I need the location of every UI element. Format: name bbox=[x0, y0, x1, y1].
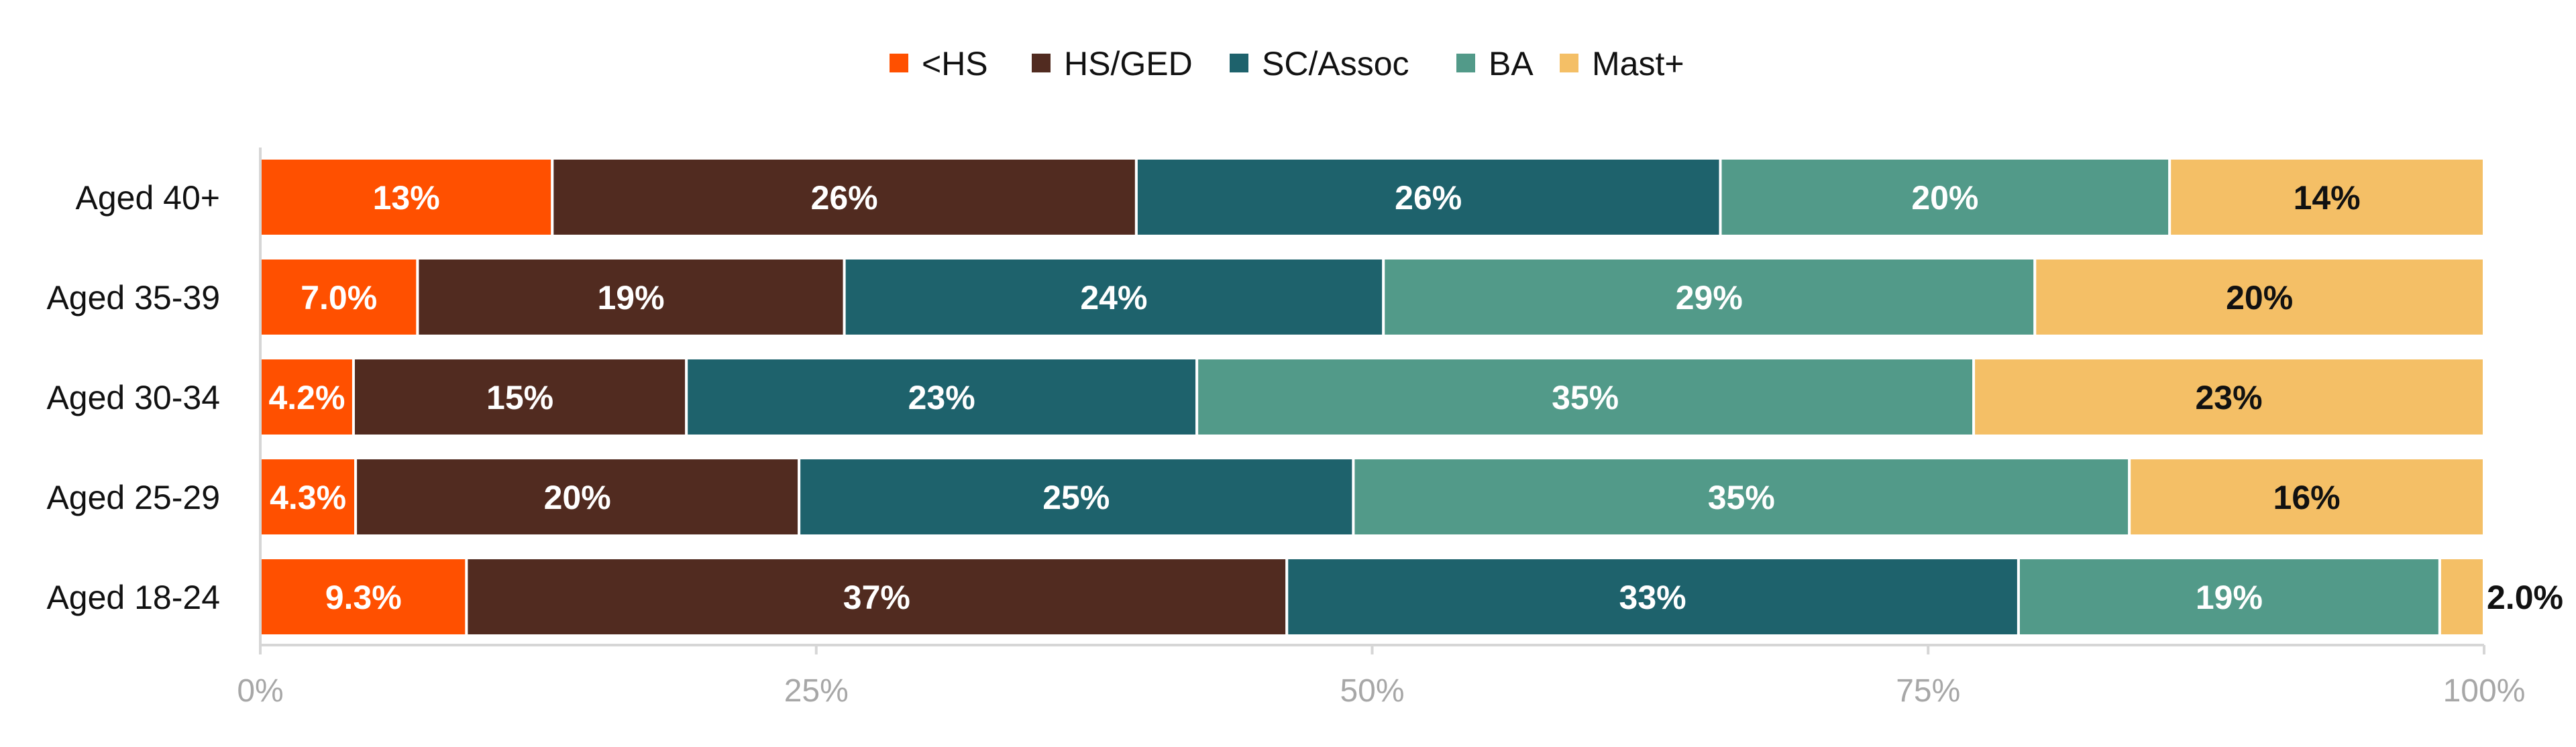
legend-swatch bbox=[1032, 54, 1051, 72]
bars bbox=[259, 157, 2486, 637]
data-label: 19% bbox=[597, 279, 664, 317]
bar-segment bbox=[843, 257, 1385, 337]
bar-segment bbox=[2128, 457, 2486, 537]
data-label: 20% bbox=[2226, 279, 2293, 317]
data-label: 20% bbox=[544, 479, 611, 516]
category-label: Aged 30-34 bbox=[46, 379, 220, 416]
data-labels: 13% 26% 26% 20% 14% 7.0% 19% 24% 29% 20% 4.2% 15% 23… bbox=[268, 179, 2563, 616]
legend-swatch bbox=[890, 54, 908, 72]
bar-segment bbox=[259, 557, 468, 637]
data-label: 23% bbox=[908, 379, 975, 416]
legend-label: HS/GED bbox=[1064, 45, 1193, 82]
data-label: 13% bbox=[373, 179, 440, 217]
x-tick-label: 25% bbox=[784, 673, 849, 709]
bar-segment bbox=[416, 257, 846, 337]
legend-label: Mast+ bbox=[1592, 45, 1684, 82]
bar-segment bbox=[551, 157, 1138, 237]
x-tick-label: 50% bbox=[1340, 673, 1404, 709]
bar-segment bbox=[2033, 257, 2485, 337]
legend-swatch bbox=[1230, 54, 1248, 72]
data-label: 26% bbox=[1395, 179, 1462, 217]
data-label: 4.3% bbox=[270, 479, 346, 516]
data-label: 19% bbox=[2196, 579, 2263, 616]
legend-item: BA bbox=[1456, 45, 1534, 82]
category-label: Aged 40+ bbox=[76, 179, 220, 217]
x-tick-label: 100% bbox=[2443, 673, 2526, 709]
bar-segment bbox=[1285, 557, 2020, 637]
legend-item: SC/Assoc bbox=[1230, 45, 1409, 82]
legend-item: HS/GED bbox=[1032, 45, 1193, 82]
bar-segment bbox=[685, 357, 1199, 437]
legend-swatch bbox=[1456, 54, 1475, 72]
data-label: 4.2% bbox=[268, 379, 345, 416]
legend-item: <HS bbox=[890, 45, 988, 82]
bar-segment bbox=[2168, 157, 2486, 237]
data-label: 2.0% bbox=[2487, 579, 2563, 616]
x-tick-label: 0% bbox=[237, 673, 283, 709]
data-label: 9.3% bbox=[325, 579, 402, 616]
legend-swatch bbox=[1560, 54, 1578, 72]
data-label: 26% bbox=[811, 179, 878, 217]
category-labels: Aged 40+ Aged 35-39 Aged 30-34 Aged 25-29 Ag… bbox=[46, 179, 220, 616]
bar-segment bbox=[2438, 557, 2485, 637]
x-axis: 0% 25% 50% 75% 100% bbox=[237, 148, 2525, 709]
data-label: 35% bbox=[1708, 479, 1775, 516]
data-label: 24% bbox=[1080, 279, 1147, 317]
bar-segment bbox=[1972, 357, 2485, 437]
data-label: 15% bbox=[486, 379, 553, 416]
category-label: Aged 25-29 bbox=[46, 479, 220, 516]
data-label: 16% bbox=[2273, 479, 2341, 516]
bar-segment bbox=[259, 157, 554, 237]
data-label: 33% bbox=[1619, 579, 1686, 616]
data-label: 35% bbox=[1552, 379, 1619, 416]
data-label: 14% bbox=[2294, 179, 2361, 217]
bar-segment bbox=[1134, 157, 1722, 237]
data-label: 25% bbox=[1042, 479, 1110, 516]
legend-item: Mast+ bbox=[1560, 45, 1684, 82]
data-label: 29% bbox=[1676, 279, 1743, 317]
category-label: Aged 18-24 bbox=[46, 579, 220, 616]
legend-label: SC/Assoc bbox=[1262, 45, 1409, 82]
category-label: Aged 35-39 bbox=[46, 279, 220, 317]
legend-label: BA bbox=[1489, 45, 1534, 82]
bar-segment bbox=[1195, 357, 1976, 437]
bar-segment bbox=[354, 457, 801, 537]
data-label: 37% bbox=[843, 579, 910, 616]
bar-segment bbox=[1352, 457, 2131, 537]
bar-segment bbox=[465, 557, 1289, 637]
data-label: 23% bbox=[2195, 379, 2262, 416]
legend-label: <HS bbox=[922, 45, 988, 82]
bar-segment bbox=[798, 457, 1355, 537]
legend: <HS HS/GED SC/Assoc BA Mast+ bbox=[890, 45, 1684, 82]
data-label: 20% bbox=[1911, 179, 1978, 217]
x-tick-label: 75% bbox=[1896, 673, 1960, 709]
bar-segment bbox=[1382, 257, 2037, 337]
bar-segment bbox=[352, 357, 688, 437]
data-label: 7.0% bbox=[301, 279, 377, 317]
